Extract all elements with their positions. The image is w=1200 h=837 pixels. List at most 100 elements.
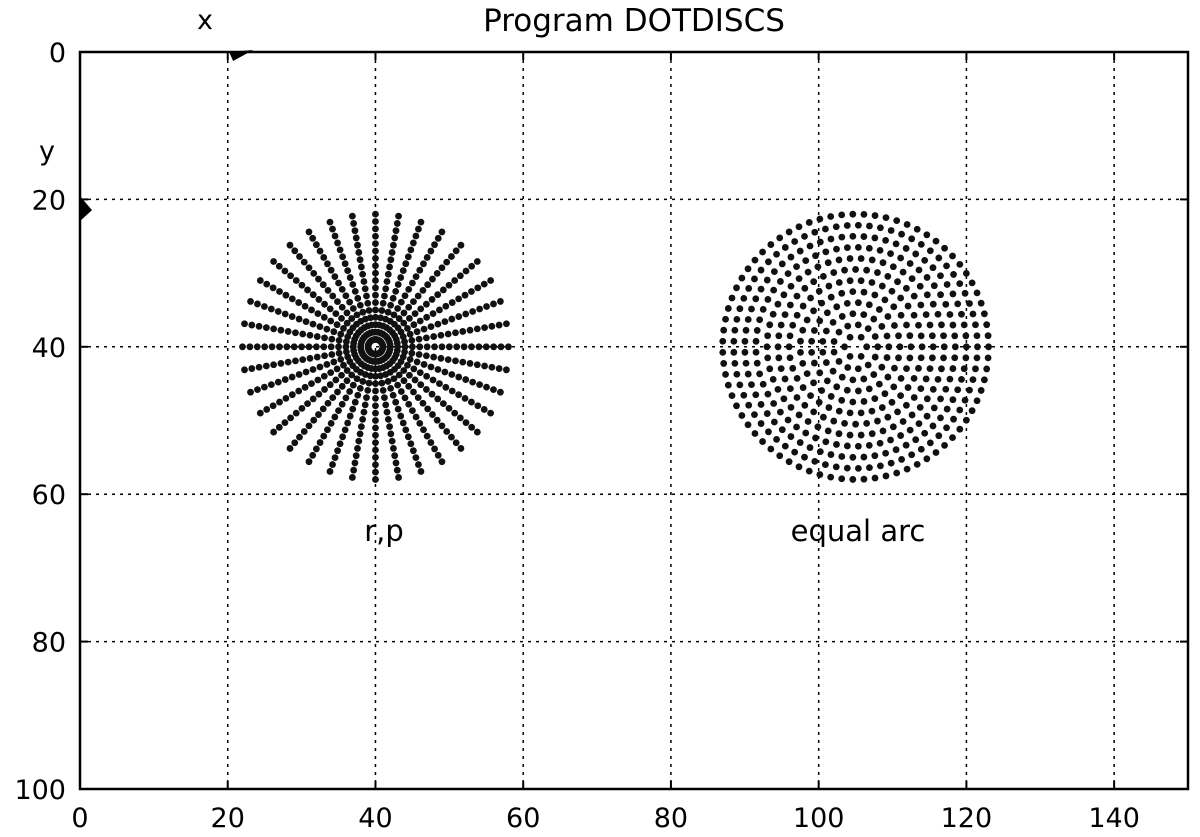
rp-point <box>482 343 490 351</box>
rp-point <box>413 328 421 336</box>
rp-point <box>429 411 436 418</box>
equal-arc-point <box>887 436 894 444</box>
equal-arc-point <box>923 274 931 281</box>
rp-point <box>417 305 425 313</box>
equal-arc-point <box>943 262 950 270</box>
equal-arc-point <box>929 386 937 393</box>
rp-point <box>302 318 310 325</box>
equal-arc-point <box>876 439 884 447</box>
equal-arc-point <box>720 326 728 334</box>
equal-arc-point <box>830 348 838 356</box>
equal-arc-point <box>879 427 887 435</box>
x-tick-label-80: 80 <box>654 803 688 834</box>
rp-point <box>352 452 360 460</box>
rp-point <box>390 445 397 452</box>
rp-point <box>334 388 341 396</box>
rp-point <box>405 382 413 390</box>
equal-arc-point <box>932 449 940 456</box>
rp-point <box>402 260 410 268</box>
equal-arc-point <box>808 337 816 345</box>
equal-arc-point <box>876 462 884 470</box>
equal-arc-point <box>887 250 894 258</box>
equal-arc-point <box>937 395 944 403</box>
equal-arc-point <box>874 417 881 425</box>
rp-point <box>361 401 369 409</box>
rp-point <box>483 303 490 310</box>
equal-arc-point <box>795 463 803 471</box>
equal-arc-point <box>897 311 905 319</box>
rp-point <box>474 402 482 410</box>
rp-point <box>255 363 263 371</box>
rp-point <box>312 241 320 249</box>
equal-arc-point <box>816 471 824 478</box>
equal-arc-point <box>852 420 859 428</box>
rp-point <box>480 406 488 413</box>
rp-point <box>349 405 357 413</box>
equal-arc-point <box>733 370 741 378</box>
equal-arc-point <box>882 472 890 480</box>
rp-point <box>392 459 400 467</box>
equal-arc-point <box>785 343 793 351</box>
equal-arc-point <box>786 354 794 362</box>
rp-point <box>394 281 402 288</box>
x-tick-label-40: 40 <box>358 803 392 834</box>
equal-arc-point <box>857 277 865 285</box>
rp-point <box>295 387 303 395</box>
rp-point <box>309 291 317 299</box>
equal-arc-point <box>946 375 954 383</box>
equal-arc-point <box>926 365 934 373</box>
rp-point <box>290 343 298 351</box>
rp-point <box>434 234 442 242</box>
rp-point <box>404 433 412 441</box>
rp-point <box>284 328 292 335</box>
equal-arc-point <box>922 311 930 319</box>
rp-point <box>329 225 336 233</box>
equal-arc-point <box>913 460 921 468</box>
rp-point <box>452 357 459 365</box>
equal-arc-point <box>802 257 810 265</box>
rp-point <box>372 468 379 476</box>
equal-arc-point <box>759 248 766 256</box>
equal-arc-point <box>805 467 813 475</box>
equal-arc-point <box>824 259 832 267</box>
equal-arc-point <box>756 370 764 378</box>
rp-point <box>427 439 435 446</box>
equal-arc-point <box>795 411 803 419</box>
equal-arc-point <box>752 391 760 399</box>
rp-point <box>399 267 407 275</box>
rp-point <box>427 323 435 331</box>
equal-arc-point <box>810 307 817 315</box>
equal-arc-point <box>812 252 819 260</box>
rp-point <box>339 253 347 261</box>
rp-point <box>408 337 416 344</box>
equal-arc-point <box>843 222 851 229</box>
equal-arc-point <box>882 214 890 222</box>
rp-point <box>315 390 323 398</box>
equal-arc-point <box>733 284 740 292</box>
annotation-equal-arc: equal arc <box>791 514 926 548</box>
rp-point <box>409 279 416 287</box>
equal-arc-point <box>938 321 945 329</box>
equal-arc-point <box>906 354 914 362</box>
equal-arc-point <box>860 398 868 405</box>
equal-arc-point <box>890 303 898 311</box>
rp-point <box>394 305 402 312</box>
equal-arc-point <box>764 332 772 340</box>
rp-point <box>286 241 294 249</box>
rp-point <box>372 409 379 417</box>
equal-arc-point <box>950 415 957 423</box>
rp-point <box>442 383 450 391</box>
equal-arc-point <box>865 441 873 449</box>
equal-arc-point <box>958 310 965 318</box>
equal-arc-point <box>949 434 956 442</box>
rp-point <box>332 310 340 318</box>
rp-point <box>346 274 354 281</box>
rp-point <box>490 300 497 308</box>
rp-point <box>315 275 322 283</box>
rp-point <box>404 324 411 332</box>
equal-arc-point <box>722 370 729 378</box>
rp-point <box>267 305 275 313</box>
equal-arc-point <box>958 375 965 383</box>
rp-point <box>275 423 283 431</box>
rp-point <box>363 394 370 402</box>
